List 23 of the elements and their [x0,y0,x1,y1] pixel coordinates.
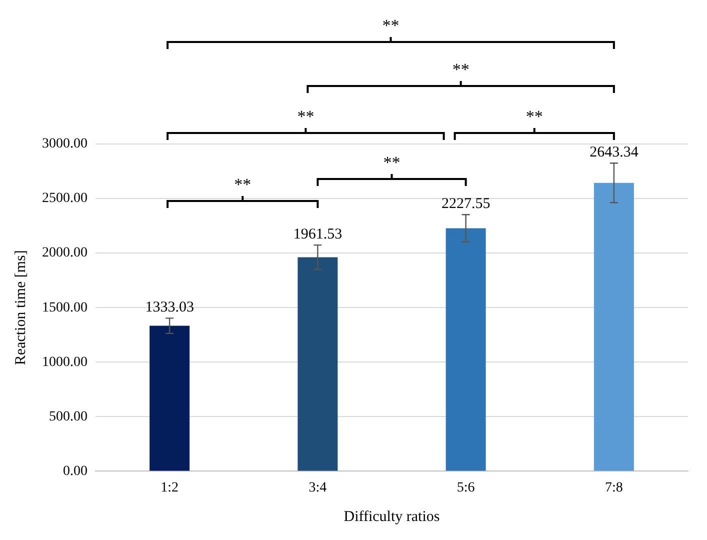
x-tick-label: 1:2 [160,480,179,496]
y-tick-label: 0.00 [63,464,88,479]
y-axis-title: Reaction time [ms] [12,250,29,366]
x-tick-label: 3:4 [308,480,327,496]
x-axis-title: Difficulty ratios [344,508,440,525]
data-label: 2227.55 [441,196,490,212]
text: ** [382,16,400,35]
data-label: 1333.03 [145,300,194,316]
y-tick-label: 1500.00 [42,300,88,316]
x-tick-label: 5:6 [456,480,475,496]
y-tick-label: 1000.00 [42,354,88,370]
y-tick-label: 2000.00 [42,246,88,261]
y-tick-label: 2500.00 [42,191,88,206]
data-label: 2643.34 [590,144,639,161]
annotation: ** [234,174,252,194]
data-label: 1961.53 [293,226,342,242]
text: ** [297,106,314,126]
text: ** [526,106,543,126]
y-tick-label: 500.00 [49,409,88,424]
text: ** [452,60,470,79]
x-tick-label: 7:8 [604,480,623,496]
y-tick-label: 3000.00 [42,136,88,152]
annotation: ** [383,152,400,172]
